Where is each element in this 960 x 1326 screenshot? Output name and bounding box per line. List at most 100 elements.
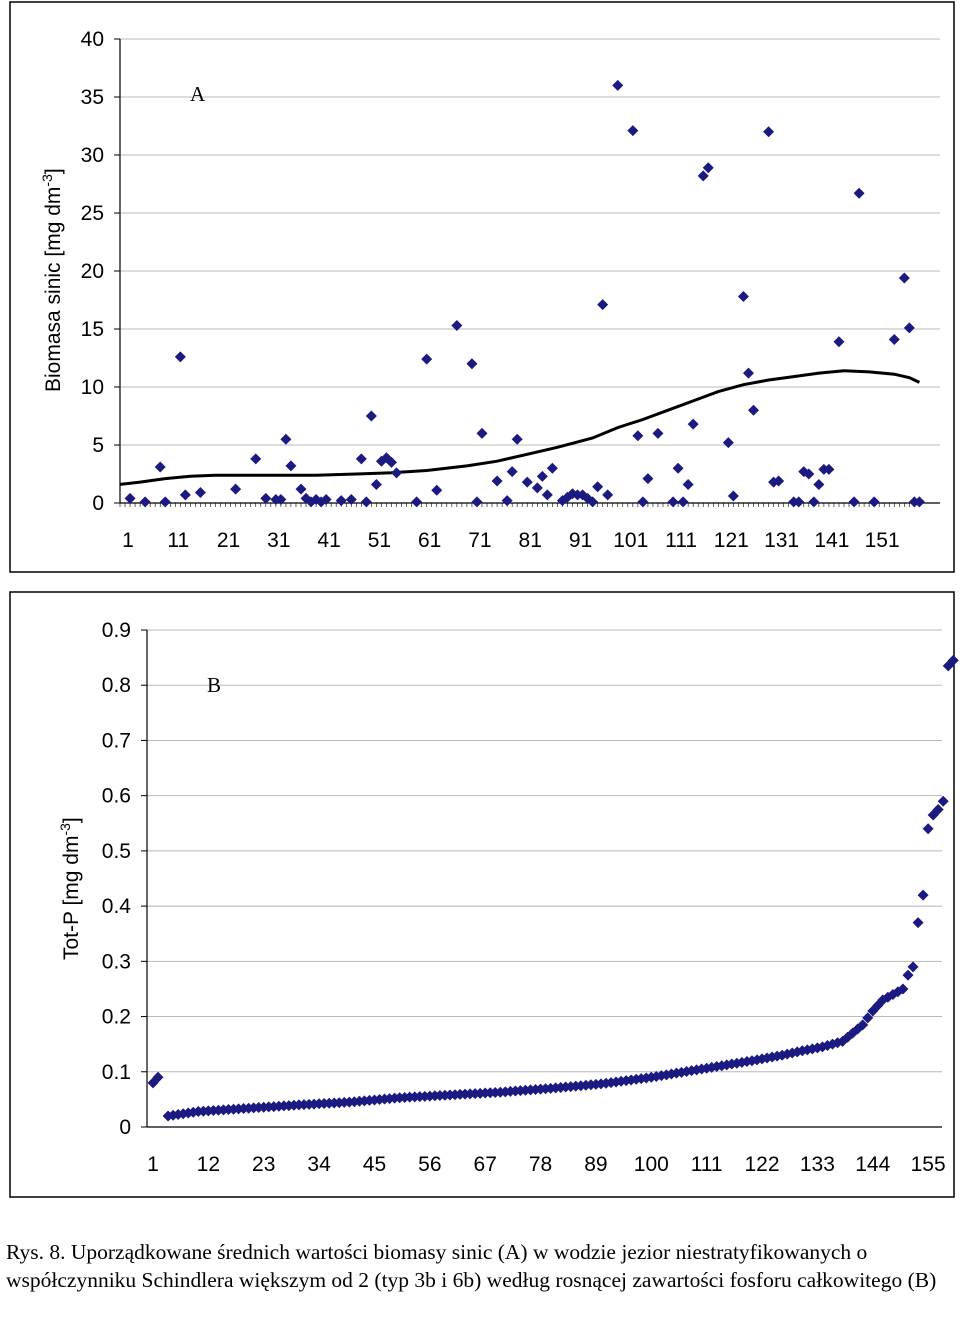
chart-a-point <box>360 496 372 508</box>
chart-a-point <box>742 367 754 379</box>
chart-a-point <box>275 494 287 506</box>
chart-a-point <box>642 473 654 485</box>
chart-b-point <box>857 1019 869 1031</box>
chart-a-point <box>627 125 639 137</box>
chart-b-frame <box>9 591 955 1198</box>
chart-a-axes <box>114 38 940 507</box>
chart-a-point <box>320 494 332 506</box>
chart-a-point <box>667 496 679 508</box>
chart-a-point <box>632 430 644 442</box>
chart-b-y-tick-label: 0.4 <box>102 895 132 918</box>
chart-a-point <box>823 463 835 475</box>
chart-a-point <box>898 272 910 284</box>
chart-b-y-tick-label: 0.9 <box>102 619 131 642</box>
chart-a-point <box>335 495 347 507</box>
chart-b-y-tick-label: 0.3 <box>102 950 131 973</box>
chart-a-point <box>421 353 433 365</box>
chart-b-x-tick-label: 67 <box>474 1153 497 1176</box>
chart-a-point <box>124 492 136 504</box>
chart-a-point <box>793 496 805 508</box>
chart-b-point <box>917 889 929 901</box>
chart-a-gridlines <box>120 38 940 446</box>
figure-caption: Rys. 8. Uporządkowane średnich wartości … <box>6 1240 937 1292</box>
chart-b-x-tick-label: 89 <box>584 1153 607 1176</box>
chart-a-point <box>868 496 880 508</box>
chart-a-point <box>365 410 377 422</box>
chart-a-point <box>737 291 749 303</box>
chart-a-point <box>159 496 171 508</box>
chart-b-panel-letter: B <box>207 673 221 697</box>
chart-b-point <box>912 917 924 929</box>
chart-a-x-tick-label: 81 <box>519 529 542 552</box>
chart-a-point <box>677 496 689 508</box>
chart-a-point <box>546 462 558 474</box>
chart-a-point <box>531 482 543 494</box>
chart-b-x-tick-label: 133 <box>800 1153 835 1176</box>
chart-b-points <box>147 654 959 1122</box>
chart-a-x-tick-label: 21 <box>217 529 240 552</box>
chart-a-y-tick-label: 40 <box>81 28 104 51</box>
chart-a-point <box>587 496 599 508</box>
chart-a-point <box>853 187 865 199</box>
chart-a-point <box>763 126 775 138</box>
chart-a-point <box>471 496 483 508</box>
chart-a-point <box>702 162 714 174</box>
chart-a-point <box>391 467 403 479</box>
chart-a-point <box>833 336 845 348</box>
chart-b-y-tick-label: 0.1 <box>102 1061 131 1084</box>
chart-a-point <box>803 468 815 480</box>
chart-a-y-tick-label: 0 <box>92 492 104 515</box>
chart-b-x-tick-label: 111 <box>691 1153 723 1176</box>
chart-a-point <box>722 437 734 449</box>
chart-a-x-tick-label: 41 <box>317 529 340 552</box>
chart-a-x-tick-label: 61 <box>418 529 441 552</box>
chart-a-point <box>411 496 423 508</box>
chart-a-point <box>194 487 206 499</box>
chart-b-x-tick-label: 78 <box>529 1153 552 1176</box>
chart-a-point <box>612 79 624 91</box>
chart-a-y-tick-label: 35 <box>81 86 104 109</box>
chart-a-point <box>295 483 307 495</box>
chart-b-x-tick-label: 155 <box>911 1153 946 1176</box>
chart-panel-b: 0 0.1 0.2 0.3 0.4 0.5 0.6 0.7 0.8 0.9 1 12 23 34 45 56… <box>9 591 959 1198</box>
chart-a-x-tick-label: 1 <box>122 529 134 552</box>
chart-a-point <box>541 489 553 501</box>
chart-b-gridlines <box>147 629 942 1073</box>
chart-a-x-tick-label: 71 <box>468 529 491 552</box>
chart-a-point <box>773 475 785 487</box>
chart-b-x-tick-label: 12 <box>197 1153 220 1176</box>
chart-a-x-tick-label: 31 <box>267 529 290 552</box>
chart-a-point <box>808 496 820 508</box>
chart-a-point <box>813 478 825 490</box>
chart-b-x-tick-label: 56 <box>418 1153 441 1176</box>
chart-a-point <box>345 494 357 506</box>
chart-b-point <box>897 983 909 995</box>
chart-a-point <box>652 427 664 439</box>
chart-b-point <box>907 961 919 973</box>
chart-a-point <box>154 461 166 473</box>
chart-a-x-tick-labels: 1 11 21 31 41 51 61 71 81 91 101 111 121 131 141 151 <box>122 529 900 552</box>
chart-a-point <box>521 476 533 488</box>
chart-b-y-tick-label: 0.2 <box>102 1006 131 1029</box>
chart-a-point <box>536 470 548 482</box>
chart-b-y-tick-label: 0.7 <box>102 729 131 752</box>
chart-a-trend-line <box>119 369 921 486</box>
chart-a-x-tick-label: 101 <box>613 529 648 552</box>
chart-a-point <box>385 456 397 468</box>
chart-a-point <box>466 358 478 370</box>
chart-a-point <box>179 489 191 501</box>
chart-a-point <box>501 495 513 507</box>
chart-a-x-tick-label: 151 <box>865 529 900 552</box>
chart-b-y-axis-label: Tot-P [mg dm-3] <box>57 817 83 960</box>
chart-b-point <box>932 803 944 815</box>
chart-b-x-tick-label: 23 <box>252 1153 275 1176</box>
chart-b-x-tick-label: 45 <box>363 1153 386 1176</box>
chart-b-y-tick-label: 0.6 <box>102 785 131 808</box>
chart-a-x-tick-label: 111 <box>665 529 697 552</box>
chart-b-x-tick-label: 1 <box>147 1153 159 1176</box>
chart-a-y-tick-labels: 0 5 10 15 20 25 30 35 40 <box>81 28 104 515</box>
chart-b-point <box>947 654 959 666</box>
chart-a-point <box>355 453 367 465</box>
chart-a-x-tick-label: 141 <box>814 529 849 552</box>
chart-a-point <box>139 496 151 508</box>
